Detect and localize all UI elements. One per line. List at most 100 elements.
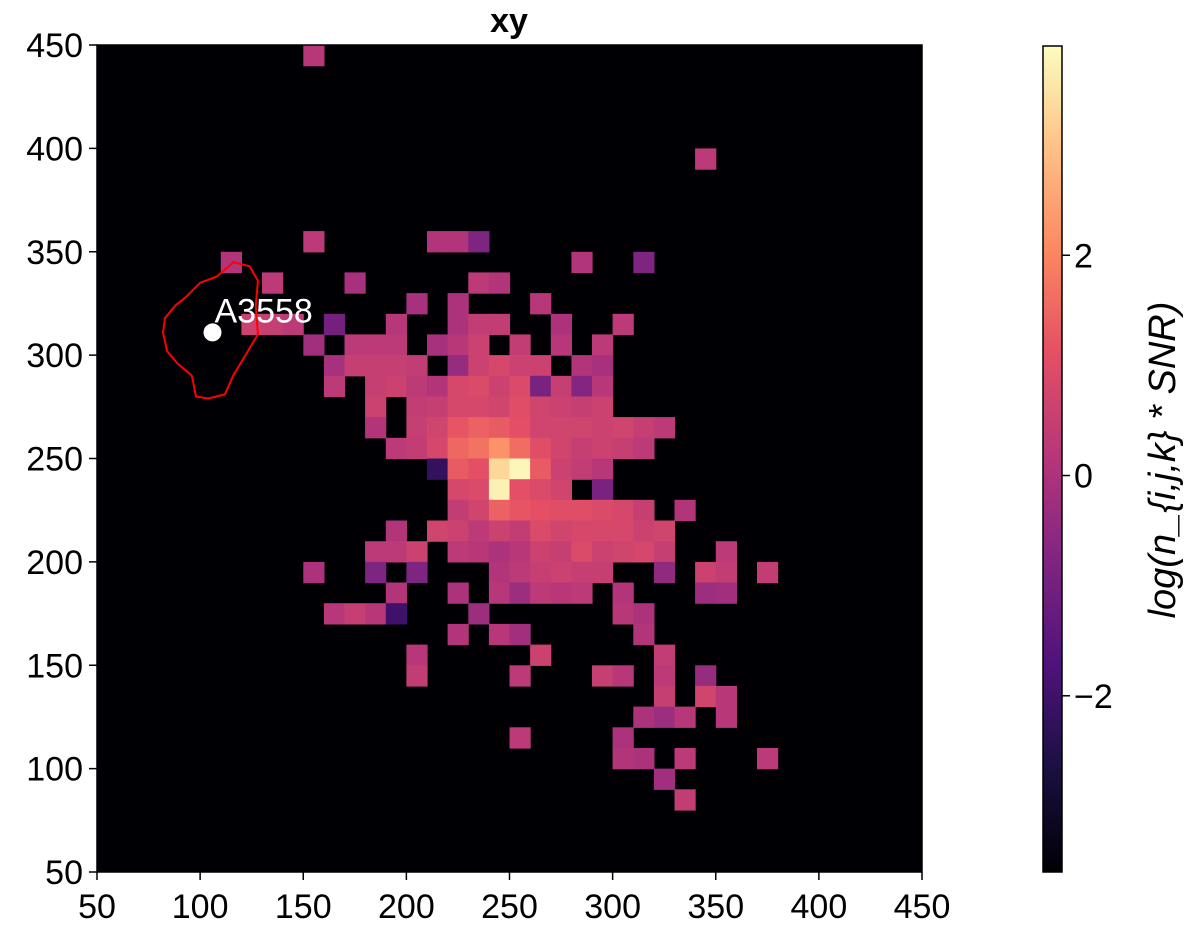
heatmap-cell	[530, 520, 552, 542]
x-tick-label: 200	[378, 888, 435, 926]
heatmap-cell	[530, 541, 552, 563]
heatmap-cell	[592, 396, 614, 418]
x-tick-label: 350	[687, 888, 744, 926]
heatmap-cell	[633, 417, 655, 439]
heatmap-cell	[344, 334, 366, 356]
x-tick-label: 250	[481, 888, 538, 926]
heatmap-cell	[468, 375, 490, 398]
colorbar-tick-label: 2	[1074, 237, 1093, 275]
heatmap-cell	[633, 437, 655, 460]
heatmap-cell	[550, 334, 572, 356]
heatmap-cell	[674, 706, 696, 728]
heatmap-cell	[653, 706, 676, 728]
heatmap-cell	[509, 458, 531, 480]
heatmap-cell	[344, 272, 366, 294]
heatmap-cell	[571, 499, 593, 522]
heatmap-cell	[468, 520, 490, 542]
heatmap-cell	[550, 396, 572, 418]
heatmap-cell	[633, 623, 655, 646]
y-tick-label: 450	[26, 27, 83, 65]
heatmap-cell	[592, 541, 614, 563]
heatmap-cell	[406, 437, 428, 460]
heatmap-cell	[488, 520, 511, 542]
heatmap-cell	[385, 437, 407, 460]
heatmap-cell	[509, 561, 531, 584]
heatmap-cell	[653, 685, 676, 708]
heatmap-cell	[468, 272, 490, 294]
heatmap-cell	[447, 231, 469, 253]
heatmap-cell	[406, 644, 428, 666]
y-tick-label: 100	[26, 751, 83, 789]
heatmap-cell	[488, 582, 511, 604]
heatmap-cell	[468, 355, 490, 377]
heatmap-cell	[571, 396, 593, 418]
heatmap-cell	[571, 375, 593, 398]
heatmap-cell	[365, 541, 387, 563]
heatmap-cell	[653, 644, 676, 666]
heatmap-cell	[447, 417, 469, 439]
heatmap-cell	[592, 665, 614, 687]
heatmap-cell	[385, 355, 407, 377]
heatmap-cell	[592, 499, 614, 522]
heatmap-cell	[715, 541, 737, 563]
colorbar-tick-label: −2	[1074, 678, 1113, 716]
heatmap-cell	[653, 417, 676, 439]
heatmap-cell	[695, 665, 717, 687]
heatmap-cell	[303, 231, 325, 253]
heatmap-cell	[509, 520, 531, 542]
heatmap-cell	[612, 499, 634, 522]
heatmap-cell	[571, 541, 593, 563]
heatmap-cell	[427, 417, 449, 439]
heatmap-cell	[612, 603, 634, 625]
heatmap-cell	[303, 561, 325, 584]
heatmap-cell	[406, 396, 428, 418]
heatmap-cell	[509, 499, 531, 522]
heatmap-cell	[550, 541, 572, 563]
heatmap-cell	[530, 582, 552, 604]
heatmap-cell	[633, 251, 655, 274]
heatmap-cell	[427, 520, 449, 542]
heatmap-cell	[509, 417, 531, 439]
heatmap-cell	[468, 396, 490, 418]
plot-area: A3558	[96, 44, 923, 873]
heatmap-cell	[406, 375, 428, 398]
a3558-contour	[161, 260, 259, 400]
heatmap-cell	[530, 437, 552, 460]
heatmap-cell	[344, 603, 366, 625]
heatmap-cell	[674, 748, 696, 770]
heatmap-cell	[344, 355, 366, 377]
y-tick-label: 250	[26, 441, 83, 479]
heatmap-cell	[488, 458, 511, 480]
heatmap-cell	[653, 520, 676, 542]
heatmap-cell	[427, 375, 449, 398]
heatmap-cell	[592, 334, 614, 356]
heatmap-cell	[550, 479, 572, 501]
heatmap-cell	[488, 623, 511, 646]
heatmap-cell	[571, 561, 593, 584]
heatmap-cell	[406, 561, 428, 584]
heatmap-cell	[695, 582, 717, 604]
heatmap-cell	[488, 272, 511, 294]
heatmap-cell	[365, 603, 387, 625]
colorbar-label: log(n_{i,j,k} * SNR)	[1142, 302, 1184, 619]
a3558-marker	[203, 323, 222, 342]
heatmap-cell	[592, 520, 614, 542]
heatmap-cell	[509, 727, 531, 749]
heatmap-cell	[633, 706, 655, 728]
x-tick-label: 100	[172, 888, 229, 926]
heatmap-cell	[530, 375, 552, 398]
heatmap-cell	[468, 499, 490, 522]
heatmap-cell	[530, 417, 552, 439]
heatmap-cell	[571, 417, 593, 439]
heatmap-cell	[592, 375, 614, 398]
y-axis: 50 100 150 200 250 300 350 400 450	[26, 27, 97, 892]
y-tick-label: 150	[26, 647, 83, 685]
heatmap-cell	[447, 437, 469, 460]
heatmap-cell	[488, 437, 511, 460]
heatmap-cell	[488, 375, 511, 398]
heatmap-cell	[385, 603, 407, 625]
heatmap-cell	[488, 561, 511, 584]
heatmap-cell	[509, 334, 531, 356]
heatmap-cell	[406, 417, 428, 439]
heatmap-cell	[488, 541, 511, 563]
